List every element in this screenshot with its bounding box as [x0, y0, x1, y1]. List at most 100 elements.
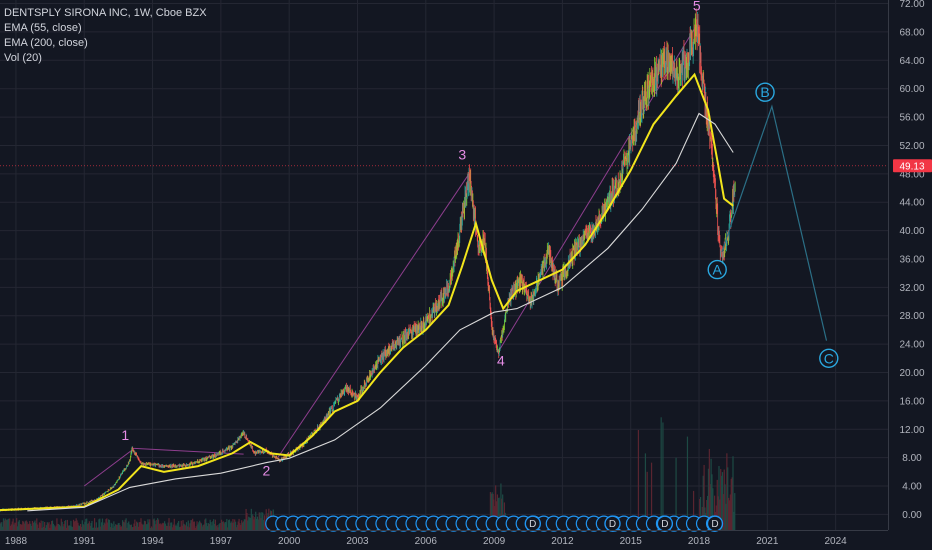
volume-bar [42, 521, 44, 530]
volume-bar [107, 519, 110, 530]
y-tick-label: 36.00 [899, 254, 924, 265]
volume-bar [662, 422, 664, 530]
volume-bar [723, 469, 725, 530]
volume-bar [495, 501, 498, 530]
volume-bar [254, 517, 256, 530]
volume-bar [79, 526, 81, 530]
volume-bar [100, 522, 103, 530]
volume-bar [70, 520, 72, 530]
volume-bar [80, 526, 83, 530]
volume-bar [160, 524, 162, 530]
volume-bar [138, 522, 140, 530]
volume-bar [30, 523, 32, 530]
volume-bar [13, 524, 15, 530]
volume-bar [136, 521, 138, 530]
volume-bar [181, 525, 183, 530]
volume-bar [81, 520, 83, 530]
last-price-tag-box [893, 159, 932, 173]
volume-bar [22, 520, 24, 530]
ema55-line [0, 72, 734, 512]
projection-path [721, 104, 828, 341]
volume-bar [137, 526, 139, 530]
volume-bar [230, 521, 232, 530]
volume-bar [711, 474, 713, 530]
dividend-marker [604, 515, 621, 532]
volume-bar [219, 523, 221, 530]
volume-bar [26, 521, 28, 530]
volume-bar [79, 523, 82, 530]
volume-bar [44, 521, 46, 530]
x-tick-label: 2018 [688, 536, 711, 547]
price-axis[interactable]: 0.00 4.00 8.00 12.00 16.00 20.00 24.00 28.00 32.… [888, 0, 925, 530]
volume-bar [206, 526, 209, 530]
volume-bar [154, 520, 156, 530]
volume-bar [119, 524, 121, 530]
volume-bar [133, 523, 135, 530]
volume-bar [131, 527, 133, 530]
volume-bar [264, 523, 266, 530]
volume-bar [709, 484, 711, 530]
volume-bar [258, 512, 260, 530]
volume-bar [111, 523, 113, 530]
time-axis[interactable]: 1988 1991 1994 1997 2000 2003 2006 2009 2012 2015… [0, 530, 888, 548]
volume-bar [727, 467, 729, 530]
volume-bar [150, 527, 152, 530]
volume-bar [206, 522, 208, 530]
volume-bar [128, 521, 130, 530]
volume-bar [14, 522, 16, 530]
volume-bar [719, 499, 721, 530]
volume-bar [189, 523, 191, 530]
volume-bar [260, 518, 262, 530]
abc-label: B [760, 84, 769, 100]
dividend-marker [524, 515, 541, 532]
volume-bar [172, 524, 174, 530]
volume-bar [188, 527, 190, 530]
volume-bar [500, 483, 502, 530]
volume-bar [58, 524, 60, 530]
volume-bar [43, 526, 45, 530]
volume-bar [126, 527, 128, 530]
volume-bar [225, 522, 227, 530]
legend-symbol-title[interactable]: DENTSPLY SIRONA INC, 1W, Cboe BZX [4, 7, 207, 19]
legend-volume[interactable]: Vol (20) [4, 52, 42, 64]
volume-bar [164, 523, 167, 530]
volume-bar [660, 417, 662, 530]
volume-bar [703, 464, 705, 530]
legend-ema55[interactable]: EMA (55, close) [4, 22, 82, 34]
volume-bar [199, 522, 202, 530]
volume-bar [707, 468, 710, 530]
volume-bar [220, 519, 223, 530]
volume-bar [76, 520, 78, 530]
volume-bar [731, 477, 733, 530]
volume-bar [98, 519, 100, 530]
volume-bar [496, 494, 499, 530]
volume-bar [210, 522, 212, 530]
volume-bar [166, 525, 168, 530]
volume-bar [93, 518, 96, 530]
y-tick-label: 64.00 [899, 56, 924, 67]
volume-bar [129, 525, 132, 530]
volume-bar [16, 518, 18, 530]
volume-bar [234, 521, 237, 530]
volume-bar [48, 522, 50, 530]
volume-bar [30, 525, 33, 530]
volume-bar [11, 521, 13, 530]
volume-bar [101, 518, 104, 530]
volume-bar [49, 527, 51, 530]
abc-projection: A B C [707, 82, 839, 368]
volume-bar [103, 522, 105, 530]
last-price-tag: 49.13 [0, 159, 932, 173]
volume-bar [123, 522, 125, 530]
legend-ema200[interactable]: EMA (200, close) [4, 37, 88, 49]
volume-bar [734, 493, 736, 530]
volume-bar [35, 523, 37, 530]
volume-bar [86, 518, 88, 530]
x-tick-label: 2015 [620, 536, 643, 547]
volume-bar [63, 524, 65, 530]
volume-bar [39, 523, 41, 530]
wave-labels: 1 2 3 4 5 [121, 0, 701, 478]
volume-bar [255, 511, 257, 530]
volume-bar [82, 524, 84, 530]
